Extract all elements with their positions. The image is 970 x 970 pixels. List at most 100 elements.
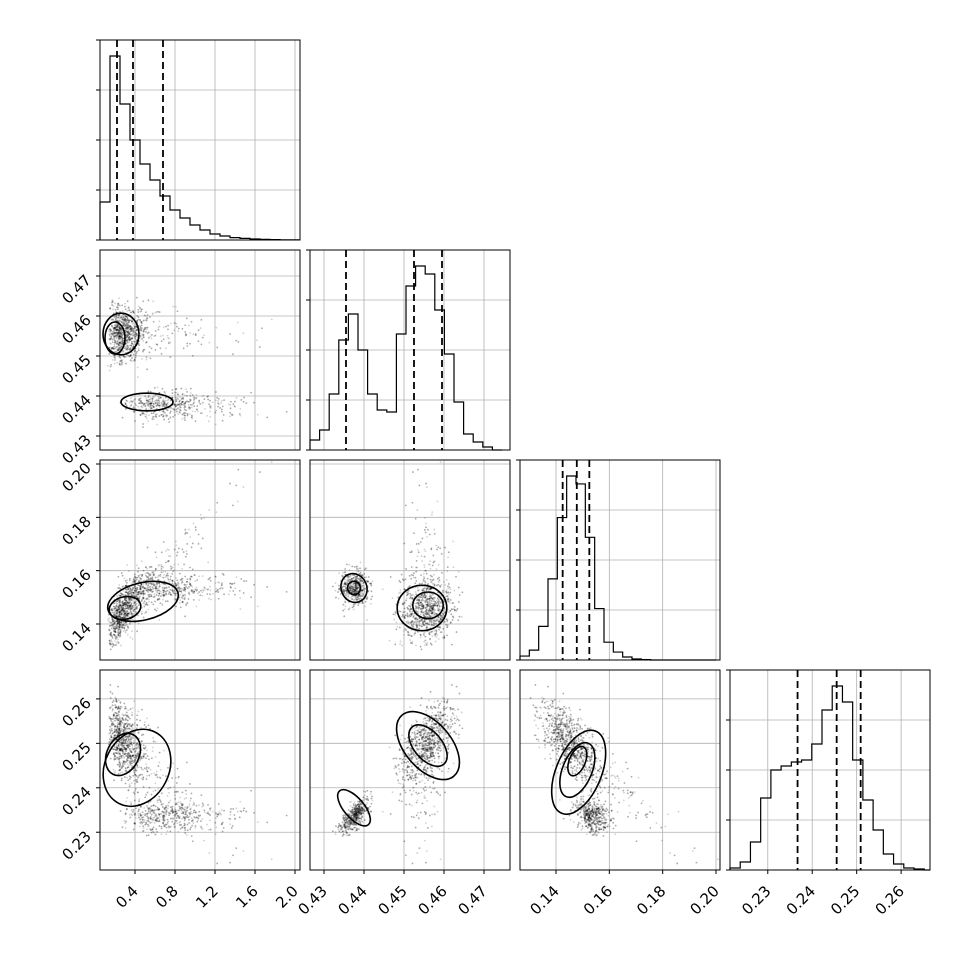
sample-point [171,579,174,582]
sample-point [135,404,137,407]
sample-point [115,611,118,614]
sample-point [353,598,355,601]
sample-point [237,341,240,343]
sample-point [181,400,184,403]
sample-point [113,634,116,636]
sample-point [156,590,159,593]
sample-point [142,592,145,595]
sample-point [118,604,120,607]
sample-point [208,403,210,406]
sample-point [236,321,239,324]
sample-point [109,634,112,636]
sample-point [152,406,155,409]
sample-point [124,602,126,604]
sample-point [108,617,111,620]
sample-point [123,356,126,358]
sample-point [142,585,144,588]
sample-point [133,334,135,337]
sample-point [124,402,127,404]
sample-point [127,602,130,604]
sample-point [111,642,114,645]
sample-point [145,582,148,585]
sample-point [191,410,194,413]
sample-point [125,584,128,587]
sample-point [135,578,138,581]
sample-point [209,399,211,402]
sample-point [115,625,118,628]
sample-point [150,593,152,596]
sample-point [139,307,141,309]
sample-point [174,405,177,408]
sample-point [115,642,118,644]
sample-point [186,532,189,535]
sample-point [113,608,116,610]
sample-point [185,602,188,605]
sample-point [115,620,118,623]
sample-point [124,605,127,607]
sample-point [146,368,149,371]
sample-point [111,338,114,341]
sample-point [147,396,150,399]
sample-point [150,402,153,405]
sample-point [131,612,134,615]
sample-point [139,595,142,598]
sample-point [113,343,116,346]
sample-point [136,319,139,322]
sample-point [141,599,143,601]
sample-point [181,548,184,551]
sample-point [419,613,422,616]
sample-point [123,610,126,613]
sample-point [131,604,134,607]
sample-point [157,399,160,402]
sample-point [136,586,138,589]
sample-point [116,324,119,327]
sample-point [116,603,119,605]
sample-point [144,327,147,330]
sample-point [122,623,125,626]
sample-point [126,326,129,329]
sample-point [118,620,120,622]
sample-point [178,403,181,405]
sample-point [118,613,121,615]
sample-point [118,344,121,347]
sample-point [161,400,164,403]
sample-point [164,396,167,399]
sample-point [135,590,137,593]
sample-point [114,334,117,337]
sample-point [126,326,129,329]
sample-point [130,344,133,347]
sample-point [183,587,186,589]
sample-point [193,590,196,593]
sample-point [108,352,111,355]
sample-point [414,607,417,610]
sample-point [194,334,197,337]
sample-point [176,554,178,557]
sample-point [121,585,124,588]
sample-point [115,332,117,335]
sample-point [161,586,164,589]
sample-point [216,501,219,504]
sample-point [124,329,127,332]
sample-point [192,592,194,594]
sample-point [168,555,170,557]
sample-point [160,563,163,566]
sample-point [152,570,155,573]
sample-point [127,330,130,333]
sample-point [114,615,117,617]
sample-point [161,586,164,589]
sample-point [117,340,120,342]
sample-point [123,320,125,322]
sample-point [176,398,179,401]
sample-point [122,606,124,609]
sample-point [199,594,202,597]
sample-point [449,609,452,612]
sample-point [150,588,153,591]
sample-point [135,404,137,407]
sample-point [154,551,157,554]
sample-point [134,581,137,584]
sample-point [122,585,125,587]
sample-point [201,537,204,540]
sample-point [142,403,145,406]
sample-point [122,339,124,342]
sample-point [145,582,148,585]
